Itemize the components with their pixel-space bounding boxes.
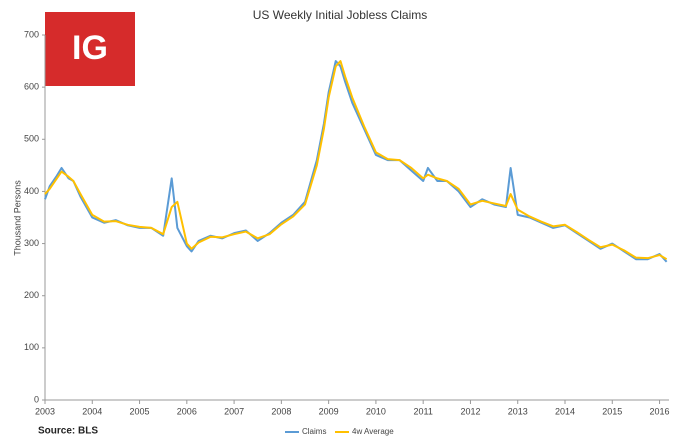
y-tick-label: 200 (24, 290, 39, 300)
line (44, 60, 668, 261)
source: Source: BLS (38, 426, 98, 437)
legend-label: 4w Average (352, 427, 394, 436)
x-tick-label: 2015 (602, 406, 622, 416)
y-tick-label: 300 (24, 238, 39, 248)
x-tick-label: 2014 (555, 406, 575, 416)
x-tick-label: 2013 (508, 406, 528, 416)
y-tick-label: 400 (24, 186, 39, 196)
x-tick-label: 2016 (650, 406, 670, 416)
y-axis-label: Thousand Persons (12, 180, 22, 256)
x-tick-label: 2008 (271, 406, 291, 416)
x-tick-label: 2009 (319, 406, 339, 416)
y-tick-label: 100 (24, 342, 39, 352)
chart-title: US Weekly Initial Jobless Claims (253, 8, 428, 22)
x-tick-label: 2010 (366, 406, 386, 416)
x-tick-label: 2005 (130, 406, 150, 416)
legend-label: Claims (302, 427, 326, 436)
x-tick-label: 2004 (82, 406, 102, 416)
x-tick-label: 2006 (177, 406, 197, 416)
x-tick-label: 2012 (460, 406, 480, 416)
x-tick-label: 2011 (414, 406, 433, 416)
logo-box (45, 12, 135, 86)
y-tick-label: 0 (34, 394, 39, 404)
y-tick-label: 500 (24, 134, 39, 144)
x-tick-label: 2003 (35, 406, 55, 416)
logo: IG (72, 29, 108, 67)
y-tick-label: 700 (24, 29, 39, 39)
x-tick-label: 2007 (224, 406, 244, 416)
y-tick-label: 600 (24, 82, 39, 92)
